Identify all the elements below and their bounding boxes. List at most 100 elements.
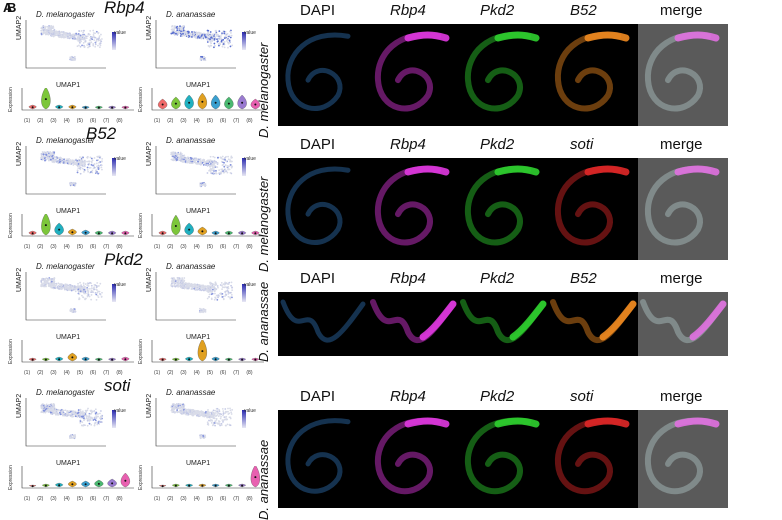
umap-legend-title: value (244, 156, 256, 162)
species-label: D. melanogaster (36, 388, 95, 397)
channel-header: merge (660, 2, 703, 19)
micrograph-tile (278, 158, 368, 260)
umap-plot (25, 272, 116, 321)
cluster-label: (1) (154, 370, 161, 376)
cluster-label: (6) (90, 118, 97, 124)
channel-header: soti (570, 388, 594, 405)
umap-legend-title: value (114, 156, 126, 162)
umap-legend-title: value (244, 408, 256, 414)
cluster-label: (4) (193, 370, 200, 376)
microscopy-panel: D. melanogaster DAPI Rbp4 Pkd2 B52 merge D. me… (250, 0, 782, 520)
channel-header: Pkd2 (480, 2, 515, 19)
channel-header: DAPI (300, 136, 336, 153)
cluster-label: (2) (167, 118, 174, 124)
tissue-signal (280, 299, 366, 343)
violin-plot (151, 466, 264, 489)
tissue-signal (554, 165, 630, 246)
cluster-label: (1) (24, 244, 31, 250)
cluster-label: (2) (167, 244, 174, 250)
cluster-label: (3) (50, 118, 57, 124)
micrograph-tile (458, 292, 548, 356)
cluster-label: (4) (63, 370, 70, 376)
micrograph-tile (638, 158, 728, 260)
micrograph-tile (458, 158, 548, 260)
umap-ylabel: UMAP2 (146, 267, 153, 292)
micrograph-tile (548, 292, 638, 356)
channel-header: DAPI (300, 270, 336, 287)
umap-ylabel: UMAP2 (16, 15, 23, 40)
row-species-label: D. ananassae (256, 439, 271, 520)
tissue-signal (464, 165, 540, 246)
umap-legend-title: value (244, 30, 256, 36)
cluster-label: (6) (90, 244, 97, 250)
violin-ylabel: Expression (138, 465, 144, 490)
channel-header: Rbp4 (390, 270, 426, 287)
cluster-label: (7) (103, 370, 110, 376)
channel-header: merge (660, 136, 703, 153)
channel-header: DAPI (300, 2, 336, 19)
umap-xlabel: UMAP1 (186, 460, 211, 467)
micrograph-tile (368, 24, 458, 126)
tissue-signal (374, 417, 450, 495)
tissue-signal (285, 418, 351, 494)
tissue-signal (640, 299, 727, 344)
cluster-label: (8) (246, 496, 253, 502)
channel-header: soti (570, 136, 594, 153)
micrograph-tile (548, 24, 638, 126)
species-label: D. melanogaster (36, 136, 95, 145)
violin-ylabel: Expression (138, 87, 144, 112)
cluster-label: (8) (246, 244, 253, 250)
cluster-label: (8) (116, 370, 123, 376)
micrograph-tile (368, 158, 458, 260)
tissue-signal (554, 31, 630, 112)
umap-plot (155, 398, 246, 447)
tissue-signal (644, 165, 720, 246)
umap-ylabel: UMAP2 (146, 15, 153, 40)
umap-xlabel: UMAP1 (186, 82, 211, 89)
umap-legend-title: value (244, 282, 256, 288)
cluster-label: (7) (103, 244, 110, 250)
cluster-label: (7) (233, 244, 240, 250)
umap-plot (155, 146, 246, 195)
row-species-label: D. melanogaster (256, 42, 271, 138)
cluster-label: (7) (103, 496, 110, 502)
umap-ylabel: UMAP2 (146, 393, 153, 418)
species-label: D. ananassae (166, 388, 216, 397)
cluster-label: (6) (90, 496, 97, 502)
cluster-label: (3) (180, 118, 187, 124)
channel-header: merge (660, 270, 703, 287)
tissue-signal (550, 299, 637, 344)
cluster-label: (1) (24, 370, 31, 376)
cluster-label: (8) (246, 118, 253, 124)
tissue-signal (644, 417, 720, 495)
tissue-signal (460, 299, 547, 344)
cluster-label: (6) (90, 370, 97, 376)
cluster-label: (3) (180, 370, 187, 376)
channel-header: Pkd2 (480, 388, 515, 405)
cluster-label: (3) (180, 244, 187, 250)
gene-title: B52 (86, 124, 117, 143)
cluster-label: (2) (167, 370, 174, 376)
cluster-label: (5) (76, 118, 83, 124)
cluster-label: (4) (63, 118, 70, 124)
violin-ylabel: Expression (138, 339, 144, 364)
cluster-label: (5) (76, 496, 83, 502)
cluster-label: (4) (193, 496, 200, 502)
channel-header: Rbp4 (390, 388, 426, 405)
cluster-label: (2) (167, 496, 174, 502)
panel-letter-a: A (3, 0, 13, 15)
cluster-label: (1) (154, 244, 161, 250)
cluster-label: (2) (37, 244, 44, 250)
channel-header: Rbp4 (390, 2, 426, 19)
cluster-label: (7) (103, 118, 110, 124)
umap-xlabel: UMAP1 (56, 208, 81, 215)
violin-ylabel: Expression (8, 465, 14, 490)
violin-ylabel: Expression (8, 87, 14, 112)
cluster-label: (5) (206, 370, 213, 376)
cluster-label: (2) (37, 496, 44, 502)
species-label: D. ananassae (166, 262, 216, 271)
gene-title: Rbp4 (104, 0, 145, 17)
umap-legend-title: value (114, 408, 126, 414)
cluster-label: (4) (193, 244, 200, 250)
cluster-label: (4) (63, 244, 70, 250)
